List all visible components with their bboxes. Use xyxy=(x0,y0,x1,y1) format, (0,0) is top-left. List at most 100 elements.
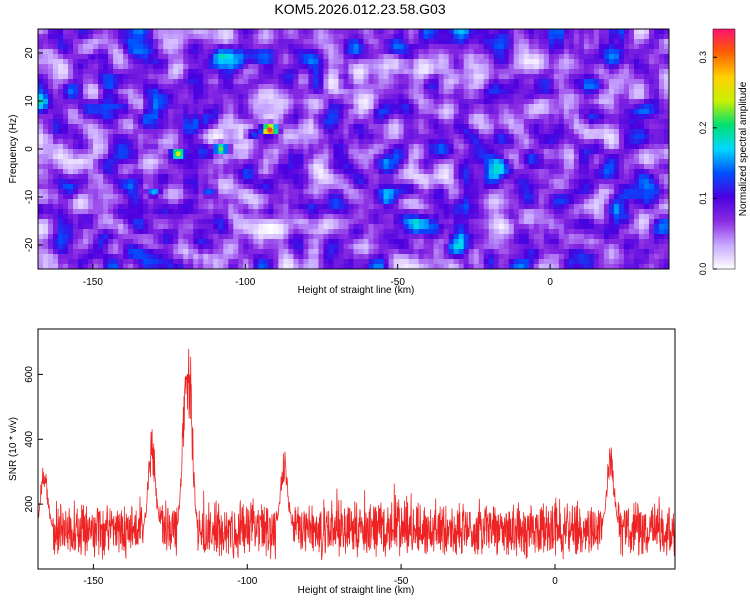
heatmap-cell xyxy=(43,119,49,125)
heatmap-cell xyxy=(538,109,545,115)
heatmap-cell xyxy=(658,179,665,185)
heatmap-cell xyxy=(458,54,465,60)
heatmap-cell xyxy=(173,109,179,115)
heatmap-cell xyxy=(68,109,74,115)
heatmap-cell xyxy=(383,134,389,140)
heatmap-cell xyxy=(263,104,269,110)
heatmap-cell xyxy=(113,29,119,35)
heatmap-cell xyxy=(153,174,159,180)
heatmap-cell xyxy=(148,224,154,230)
heatmap-cell xyxy=(608,74,615,80)
heatmap-cell xyxy=(623,94,630,100)
heatmap-cell xyxy=(133,189,139,195)
heatmap-cell xyxy=(433,49,440,55)
heatmap-cell xyxy=(638,59,645,65)
heatmap-cell xyxy=(138,159,144,165)
heatmap-cell xyxy=(288,104,294,110)
heatmap-cell xyxy=(463,99,470,105)
heatmap-cell xyxy=(413,54,420,60)
heatmap-cell xyxy=(343,89,349,95)
heatmap-cell xyxy=(248,59,254,65)
heatmap-cell xyxy=(263,39,269,45)
heatmap-cell xyxy=(268,59,274,65)
heatmap-cell xyxy=(108,109,114,115)
heatmap-cell xyxy=(38,219,44,225)
heatmap-cell xyxy=(348,119,354,125)
heatmap-cell xyxy=(448,34,455,40)
heatmap-cell xyxy=(603,164,610,170)
heatmap-cell xyxy=(623,74,630,80)
heatmap-cell xyxy=(578,129,585,135)
heatmap-cell xyxy=(498,74,505,80)
heatmap-cell xyxy=(218,209,224,215)
heatmap-cell xyxy=(568,129,575,135)
heatmap-cell xyxy=(443,39,450,45)
heatmap-cell xyxy=(433,39,440,45)
heatmap-cell xyxy=(363,34,369,40)
heatmap-cell xyxy=(523,119,530,125)
heatmap-cell xyxy=(173,159,179,165)
heatmap-cell xyxy=(58,94,64,100)
heatmap-cell xyxy=(443,159,450,165)
heatmap-cell xyxy=(423,119,430,125)
heatmap-cell xyxy=(123,159,129,165)
heatmap-cell xyxy=(533,64,540,70)
heatmap-cell xyxy=(43,159,49,165)
heatmap-cell xyxy=(243,49,249,55)
heatmap-cell xyxy=(263,209,269,215)
heatmap-cell xyxy=(538,169,545,175)
heatmap-cell xyxy=(178,94,184,100)
heatmap-cell xyxy=(213,134,219,140)
heatmap-cell xyxy=(158,154,164,160)
heatmap-cell xyxy=(623,139,630,145)
heatmap-cell xyxy=(573,109,580,115)
heatmap-cell xyxy=(118,154,124,160)
heatmap-cell xyxy=(208,89,214,95)
heatmap-cell xyxy=(633,49,640,55)
heatmap-cell xyxy=(498,39,505,45)
heatmap-cell xyxy=(448,69,455,75)
heatmap-cell xyxy=(638,79,645,85)
heatmap-cell xyxy=(403,204,409,210)
heatmap-cell xyxy=(318,204,324,210)
heatmap-cell xyxy=(98,59,104,65)
heatmap-cell xyxy=(328,199,334,205)
heatmap-cell xyxy=(108,164,114,170)
heatmap-cell xyxy=(618,64,625,70)
heatmap-cell xyxy=(603,64,610,70)
heatmap-cell xyxy=(148,114,154,120)
heatmap-cell xyxy=(293,144,299,150)
heatmap-cell xyxy=(378,114,384,120)
heatmap-cell xyxy=(333,59,339,65)
heatmap-cell xyxy=(508,99,515,105)
heatmap-cell xyxy=(503,84,510,90)
heatmap-cell xyxy=(103,174,109,180)
heatmap-cell xyxy=(473,64,480,70)
heatmap-cell xyxy=(348,74,354,80)
heatmap-cell xyxy=(453,89,460,95)
heatmap-cell xyxy=(193,99,199,105)
heatmap-cell xyxy=(428,39,435,45)
heatmap-cell xyxy=(458,109,465,115)
heatmap-cell xyxy=(313,164,319,170)
heatmap-cell xyxy=(123,69,129,75)
heatmap-cell xyxy=(368,179,374,185)
heatmap-cell xyxy=(403,199,409,205)
heatmap-cell xyxy=(168,159,174,165)
heatmap-cell xyxy=(653,204,660,210)
heatmap-cell xyxy=(118,59,124,65)
heatmap-cell xyxy=(153,224,159,230)
heatmap-cell xyxy=(63,184,69,190)
heatmap-cell xyxy=(603,179,610,185)
heatmap-cell xyxy=(283,129,289,135)
heatmap-cell xyxy=(78,44,84,50)
heatmap-cell xyxy=(603,74,610,80)
heatmap-cell xyxy=(338,209,344,215)
heatmap-cell xyxy=(258,149,264,155)
heatmap-cell xyxy=(68,129,74,135)
heatmap-cell xyxy=(308,29,314,35)
heatmap-cell xyxy=(463,89,470,95)
heatmap-cell xyxy=(78,59,84,65)
heatmap-cell xyxy=(78,69,84,75)
heatmap-cell xyxy=(293,99,299,105)
